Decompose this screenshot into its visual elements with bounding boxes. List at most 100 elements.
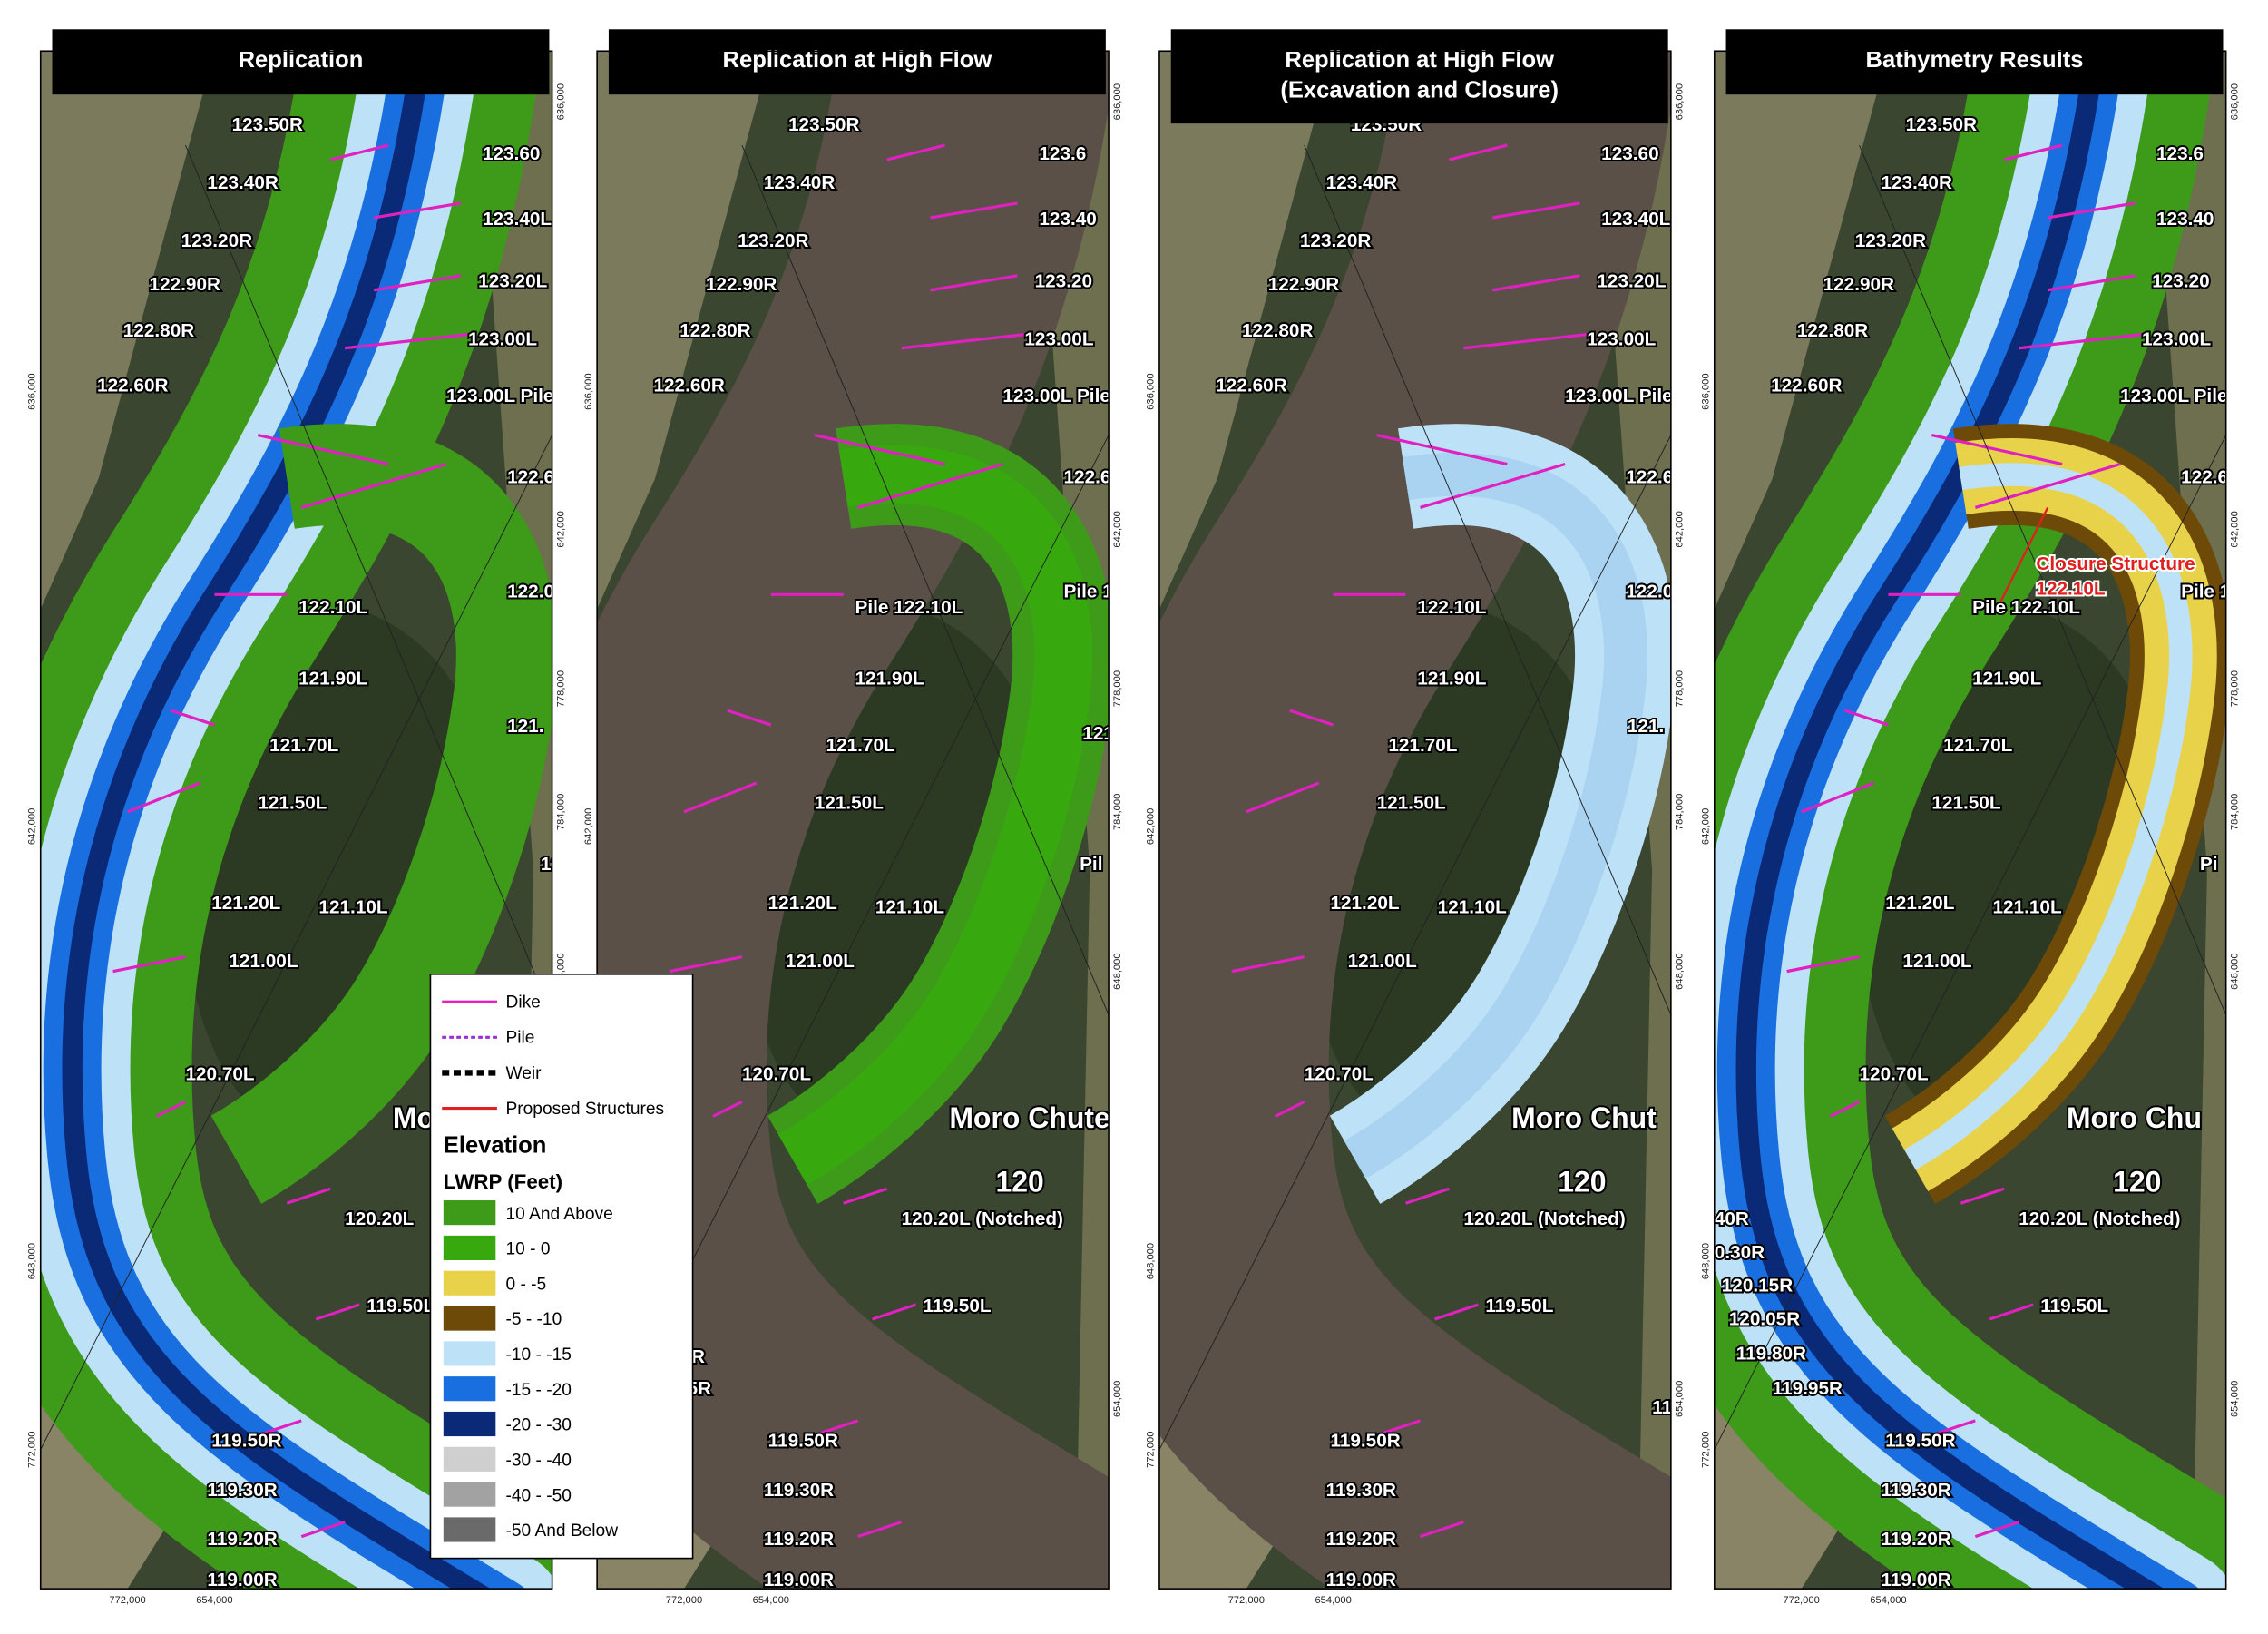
map-label: Pi xyxy=(2200,854,2218,875)
legend-label: -30 - -40 xyxy=(506,1452,572,1471)
dike xyxy=(1376,1419,1422,1437)
map-label: R xyxy=(691,1346,705,1367)
river-mile-label: 120 xyxy=(2113,1165,2161,1198)
river-mile-label: 119.50R xyxy=(1885,1431,1955,1452)
river-mile-label: 119.30R xyxy=(1881,1480,1950,1501)
grid-line xyxy=(185,144,552,1015)
legend-swatch xyxy=(443,1482,496,1507)
panel-header xyxy=(52,29,550,95)
river-mile-label: 123.00L Pile xyxy=(1565,386,1672,406)
chute-band xyxy=(777,445,1093,1186)
river-mile-label: 121.10L xyxy=(318,897,387,918)
river-mile-label: Moro Chut xyxy=(1511,1101,1657,1134)
river-mile-label: 120.70L xyxy=(742,1063,811,1084)
river-mile-label: 120.70L xyxy=(1860,1063,1929,1084)
dike xyxy=(257,434,389,466)
coordinate-label: 654,000 xyxy=(2229,1381,2240,1417)
coordinate-label: 778,000 xyxy=(555,670,566,707)
river-mile-label: 121.70L xyxy=(269,735,338,756)
grid-line xyxy=(741,144,1110,1015)
river-mile-label: 120.20L (Notched) xyxy=(2019,1208,2180,1229)
legend-swatch xyxy=(443,1411,496,1437)
river-mile-label: Moro Chute xyxy=(949,1101,1110,1134)
dike xyxy=(1376,434,1508,466)
map-label: 120.15R xyxy=(1722,1276,1793,1296)
dike xyxy=(1492,201,1580,220)
river-mile-label: 121.00L xyxy=(786,951,855,972)
farmland xyxy=(1031,51,1110,1590)
map-label: 119.80R xyxy=(1736,1344,1806,1365)
coordinate-label: 636,000 xyxy=(555,83,566,120)
river-mile-label: 123.20R xyxy=(1855,230,1926,251)
dike xyxy=(300,1521,346,1539)
river-mile-label: 121.50L xyxy=(1377,793,1446,814)
panel-frame xyxy=(596,50,1110,1590)
river-mile-label: 123.00L xyxy=(2142,329,2211,350)
river-band xyxy=(597,51,1110,1590)
dike xyxy=(843,1187,888,1205)
river-mile-label: 121.00L xyxy=(1348,951,1417,972)
chute-band xyxy=(1344,453,1647,1179)
river-mile-label: 121.50L xyxy=(1931,793,2000,814)
river-mile-label: 121.10L xyxy=(875,897,944,918)
dike xyxy=(1829,1100,1861,1118)
map-label: Closure Structure xyxy=(2036,553,2195,574)
legend-label: -40 - -50 xyxy=(506,1486,572,1505)
dike xyxy=(1801,781,1875,814)
panel-title: (Excavation and Closure) xyxy=(1280,77,1559,103)
dike xyxy=(1931,434,2063,466)
river-mile-label: 122.80R xyxy=(1242,320,1313,341)
dike xyxy=(1492,274,1580,292)
coordinate-label: 648,000 xyxy=(1675,953,1686,989)
legend: Dike Pile Weir Proposed Structures Elevation… xyxy=(429,974,694,1560)
dike xyxy=(901,332,1032,350)
river-mile-label: 122.60R xyxy=(1216,376,1286,396)
legend-label: -50 And Below xyxy=(506,1521,619,1541)
river-mile-label: 119.50L xyxy=(367,1296,435,1316)
river-mile-label: 122.60R xyxy=(1771,376,1842,396)
river-mile-label: 123.40R xyxy=(764,172,835,193)
legend-swatch xyxy=(443,1446,496,1472)
river-mile-label: 123.50R xyxy=(232,114,303,135)
legend-swatch xyxy=(443,1270,496,1296)
river-mile-label: 123.20R xyxy=(1300,230,1371,251)
river-mile-label: 121.70L xyxy=(1388,735,1457,756)
grid-line xyxy=(1158,435,1671,1451)
map-label: Pil xyxy=(1080,854,1102,875)
coordinate-label: 778,000 xyxy=(2229,670,2240,707)
river-mile-label: 123.6 xyxy=(1039,143,1086,164)
coordinate-label: 642,000 xyxy=(555,511,566,547)
panel-header xyxy=(608,29,1106,95)
coordinate-label: 654,000 xyxy=(1112,1381,1123,1417)
river-mile-label: 123.50R xyxy=(1906,114,1977,135)
farmland xyxy=(597,51,771,610)
river-mile-label: 119.20R xyxy=(1881,1529,1950,1550)
chute-band xyxy=(210,424,552,1204)
coordinate-label: 648,000 xyxy=(1112,953,1123,989)
dike xyxy=(286,1187,331,1205)
river-mile-label: 119.50L xyxy=(1485,1296,1553,1316)
dike xyxy=(1786,955,1860,974)
dike xyxy=(2047,274,2136,292)
coordinate-label: 778,000 xyxy=(1675,670,1686,707)
dike xyxy=(1974,1521,2019,1539)
legend-swatch xyxy=(443,1235,496,1260)
river-mile-label: 123.40R xyxy=(207,172,278,193)
river-band xyxy=(1158,51,1671,1590)
river-mile-label: 123.40R xyxy=(1326,172,1397,193)
chute-band xyxy=(1904,463,2193,1170)
coordinate-label: 642,000 xyxy=(1112,511,1123,547)
coordinate-label: 654,000 xyxy=(1675,1381,1686,1417)
dike xyxy=(727,709,772,727)
river-mile-label: 120.70L xyxy=(185,1063,254,1084)
river-mile-label: 123.00L Pile xyxy=(446,386,553,406)
river-mile-label: 122.90R xyxy=(1823,274,1894,295)
river-mile-label: 122.80R xyxy=(1797,320,1868,341)
river-mile-label: 121.90L xyxy=(298,668,367,689)
river-mile-label: 123.20R xyxy=(181,230,252,251)
river-mile-label: 123.40L xyxy=(1601,209,1670,230)
dike xyxy=(315,1303,360,1321)
dike xyxy=(300,462,447,509)
panel-header xyxy=(1170,29,1668,124)
